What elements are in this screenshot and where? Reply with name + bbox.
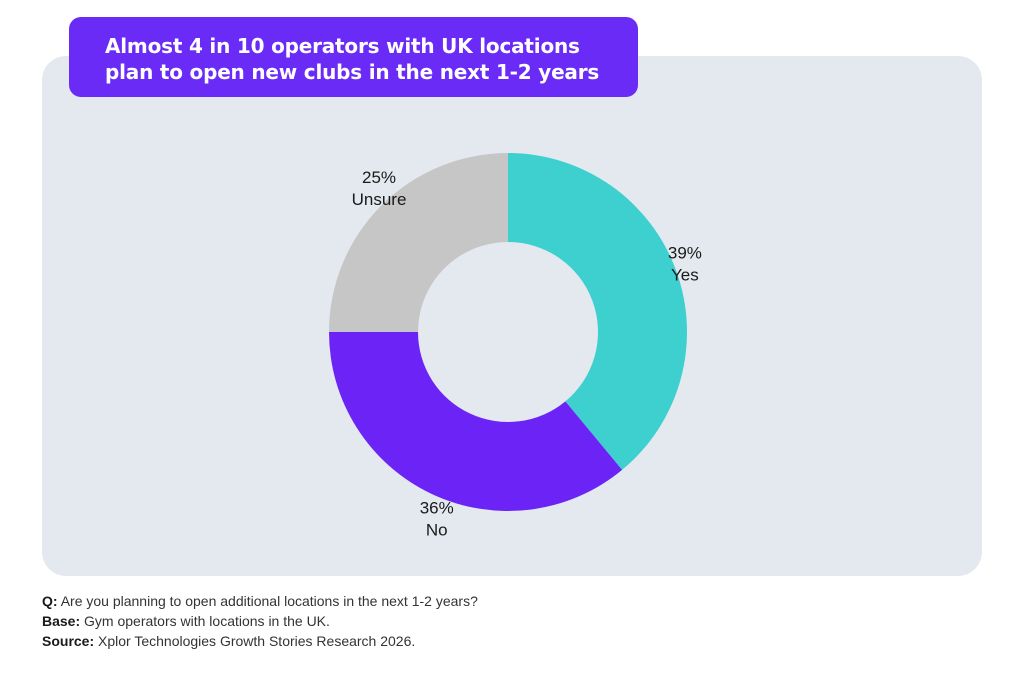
slice-label-no: 36% No [420,498,454,539]
slice-label-yes: 39% Yes [668,244,702,285]
chart-footnotes: Q: Are you planning to open additional l… [42,591,478,651]
slice-value-label: 36% [420,498,454,517]
slice-yes [508,153,687,470]
slice-no [329,332,623,511]
slice-value-label: 39% [668,244,702,263]
slice-value-label: 25% [362,168,396,187]
slice-category-label: No [426,520,448,539]
slice-category-label: Unsure [352,190,407,209]
chart-title-line-2: plan to open new clubs in the next 1-2 y… [105,60,600,84]
slice-category-label: Yes [671,266,699,285]
title-banner: Almost 4 in 10 operators with UK locatio… [69,17,638,97]
question-note: Q: Are you planning to open additional l… [42,593,478,609]
source-note: Source: Xplor Technologies Growth Storie… [42,633,416,649]
base-note: Base: Gym operators with locations in th… [42,613,330,629]
slice-unsure [329,153,508,332]
slice-label-unsure: 25% Unsure [352,168,407,209]
chart-title-line-1: Almost 4 in 10 operators with UK locatio… [105,34,580,58]
